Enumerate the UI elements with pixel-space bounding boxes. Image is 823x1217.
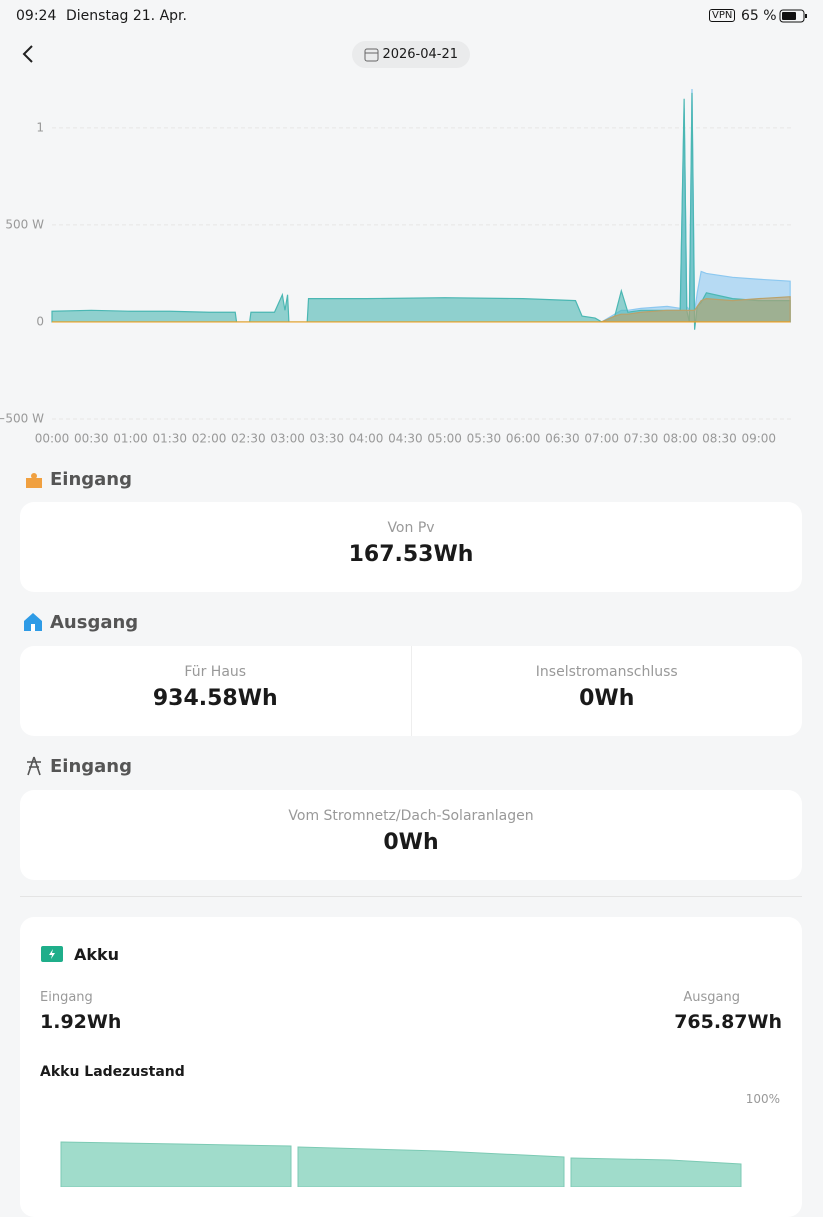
stat-label: Für Haus: [184, 664, 247, 680]
akku-input-value: 1.92Wh: [40, 1011, 122, 1033]
stat-value: 0Wh: [383, 830, 439, 855]
akku-output-label: Ausgang: [683, 990, 740, 1005]
section-title: Ausgang: [50, 612, 139, 633]
x-tick-label: 07:00: [584, 432, 619, 446]
status-date: Dienstag 21. Apr.: [66, 8, 187, 24]
section-title: Eingang: [50, 469, 133, 490]
soc-max-label: 100%: [745, 1092, 780, 1106]
akku-card: Akku Eingang 1.92Wh Ausgang 765.87Wh Akk…: [20, 917, 802, 1217]
card: Von Pv 167.53Wh: [20, 502, 802, 592]
x-tick-label: 00:00: [35, 432, 70, 446]
series-area: [599, 88, 791, 323]
date-text: 2026-04-21: [382, 47, 458, 62]
x-tick-label: 06:00: [506, 432, 541, 446]
x-tick-label: 04:30: [388, 432, 423, 446]
x-tick-label: 08:00: [663, 432, 698, 446]
stat: Von Pv 167.53Wh: [20, 502, 802, 592]
card: Für Haus 934.58Wh Inselstromanschluss 0Wh: [20, 646, 802, 736]
y-tick-label: 0: [36, 314, 44, 328]
stat: Für Haus 934.58Wh: [20, 646, 411, 736]
stat-value: 167.53Wh: [348, 542, 474, 567]
x-tick-label: 01:00: [113, 432, 148, 446]
x-tick-label: 05:30: [467, 432, 502, 446]
calendar-icon: [364, 48, 379, 62]
x-tick-label: 03:30: [310, 432, 345, 446]
x-tick-label: 06:30: [545, 432, 580, 446]
x-tick-label: 00:30: [74, 432, 109, 446]
battery-icon: [779, 9, 807, 23]
solar-icon: [26, 473, 42, 488]
date-selector[interactable]: 2026-04-21: [352, 41, 470, 68]
soc-bars: [60, 1141, 742, 1187]
series-area: [51, 92, 791, 330]
akku-input-label: Eingang: [40, 990, 93, 1005]
x-tick-label: 03:00: [270, 432, 305, 446]
divider: [20, 896, 802, 897]
x-tick-label: 08:30: [702, 432, 737, 446]
y-tick-label: −500 W: [0, 412, 44, 426]
series-area: [601, 296, 791, 323]
stat-label: Inselstromanschluss: [535, 664, 678, 680]
x-tick-label: 02:30: [231, 432, 266, 446]
status-time: 09:24: [16, 8, 57, 24]
akku-title: Akku: [74, 945, 120, 964]
akku-icon: [41, 946, 63, 962]
stat-value: 0Wh: [579, 686, 635, 711]
akku-output-value: 765.87Wh: [674, 1011, 782, 1033]
x-tick-label: 04:00: [349, 432, 384, 446]
screen: 09:24 Dienstag 21. Apr. VPN 65 % 2026-04…: [0, 8, 807, 1187]
stat-label: Von Pv: [387, 520, 435, 536]
stat: Vom Stromnetz/Dach-Solaranlagen 0Wh: [20, 790, 802, 880]
x-tick-label: 07:30: [624, 432, 659, 446]
x-tick-label: 02:00: [192, 432, 227, 446]
house-icon: [24, 613, 42, 631]
stat-label: Vom Stromnetz/Dach-Solaranlagen: [288, 808, 534, 824]
stat: Inselstromanschluss 0Wh: [410, 646, 803, 736]
y-tick-label: 1: [36, 120, 44, 134]
soc-title: Akku Ladezustand: [40, 1064, 185, 1080]
stat-value: 934.58Wh: [152, 686, 278, 711]
x-tick-label: 09:00: [741, 432, 776, 446]
battery-percent: 65 %: [741, 8, 777, 24]
card: Vom Stromnetz/Dach-Solaranlagen 0Wh: [20, 790, 802, 880]
back-button[interactable]: [18, 44, 38, 64]
x-tick-label: 05:00: [427, 432, 462, 446]
x-tick-label: 01:30: [152, 432, 187, 446]
vpn-badge: VPN: [709, 9, 736, 22]
section-title: Eingang: [50, 756, 133, 777]
y-tick-label: 500 W: [5, 217, 44, 231]
grid-icon: [27, 756, 41, 776]
power-chart: 1 500 W 0 −500 W 00:00 00:30 01:00 01:30 02:00 02…: [0, 88, 792, 446]
